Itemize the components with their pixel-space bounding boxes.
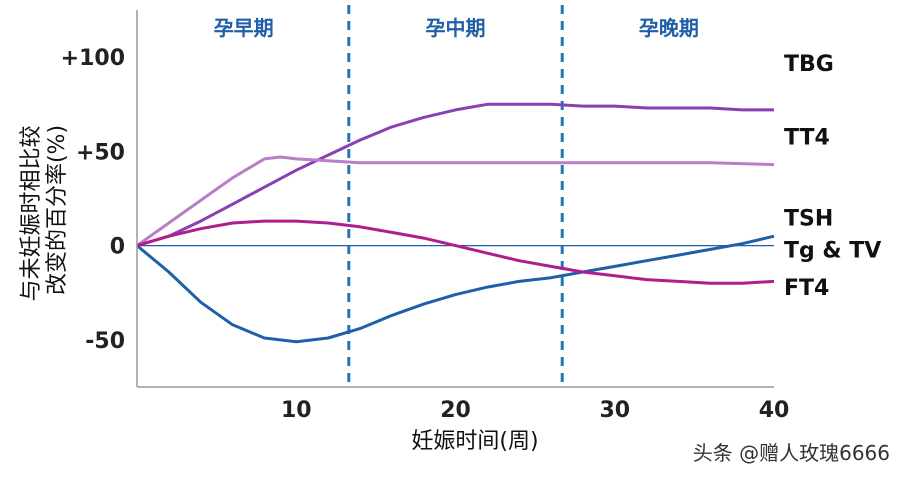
y-axis-title-line-2: 改变的百分率(%) [45, 125, 70, 295]
y-tick-label: +50 [76, 140, 125, 165]
axes-layer [136, 10, 774, 388]
series-line-tsh [136, 234, 775, 344]
series-line-tt4 [136, 155, 775, 247]
y-tick-label: -50 [85, 329, 125, 354]
trimester-label-1: 孕早期 [214, 16, 274, 40]
series-label: FT4 [784, 276, 829, 301]
trimester-label-2: 孕中期 [426, 16, 486, 40]
series-label: TBG [784, 52, 834, 77]
series-label: TT4 [784, 125, 830, 150]
series-label: Tg & TV [784, 238, 881, 263]
trimester-label-3: 孕晚期 [639, 16, 699, 40]
y-tick-label: +100 [61, 46, 125, 71]
series-line-ft4 [136, 219, 775, 285]
series-line-tbg [136, 102, 774, 248]
series-labels: TBG TT4 TSH Tg & TV FT4 [784, 52, 881, 301]
y-tick-label: 0 [110, 235, 125, 260]
series-label: TSH [784, 206, 833, 231]
x-axis-title: 妊娠时间(周) [411, 429, 538, 454]
y-axis-title-line-1: 与未妊娠时相比较 [19, 125, 44, 301]
watermark: 头条 @赠人玫瑰6666 [693, 441, 890, 465]
y-axis-title: 与未妊娠时相比较 改变的百分率(%) [19, 118, 70, 301]
series-layer [136, 102, 775, 344]
trimester-labels: 孕早期 孕中期 孕晚期 [214, 16, 699, 40]
x-tick-label: 20 [440, 398, 471, 423]
x-tick-label: 10 [281, 398, 312, 423]
tick-labels: +100 +50 0 -50 10 20 30 40 [61, 46, 790, 423]
x-tick-label: 30 [599, 398, 630, 423]
trimester-dividers [347, 5, 564, 387]
x-tick-label: 40 [759, 398, 790, 423]
